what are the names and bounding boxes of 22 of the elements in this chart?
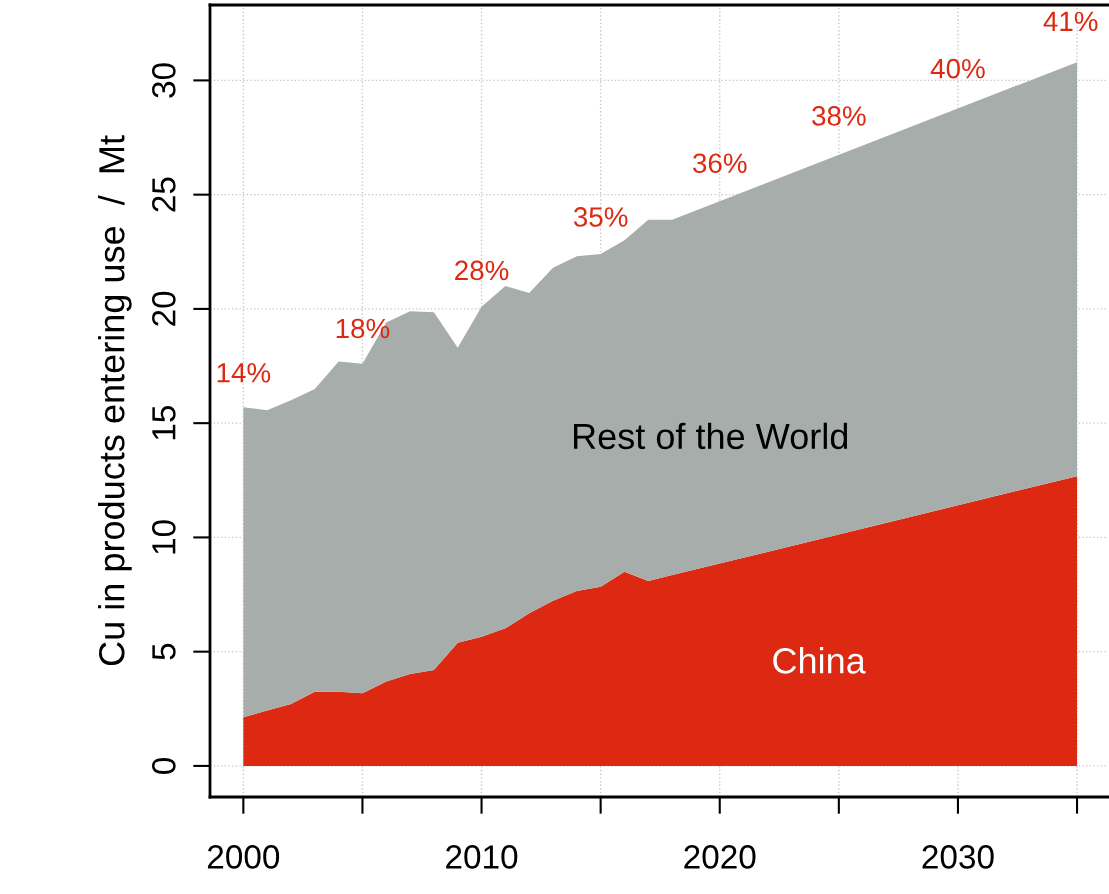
series-label: China <box>773 647 866 674</box>
annotation: 41% <box>1043 11 1098 32</box>
series-label: Rest of the World <box>574 422 848 450</box>
x-tick-label: 2000 <box>207 845 280 869</box>
y-tick-label: 20 <box>152 291 176 326</box>
y-tick-label: 25 <box>152 177 176 212</box>
x-tick-label: 2030 <box>922 845 994 869</box>
annotation: 35% <box>573 207 628 227</box>
y-tick-label: 30 <box>152 63 176 98</box>
y-tick-label: 15 <box>152 406 176 440</box>
annotation: 28% <box>455 260 509 281</box>
y-axis-title: Cu in products entering use / Mt <box>98 135 132 666</box>
x-tick-label: 2010 <box>446 845 518 869</box>
annotation: 18% <box>336 318 390 339</box>
annotation: 14% <box>217 363 271 383</box>
annotation: 38% <box>812 106 866 126</box>
x-tick-label: 2020 <box>684 845 756 869</box>
y-tick-label: 10 <box>152 520 176 554</box>
annotation: 40% <box>930 58 985 79</box>
annotation: 36% <box>693 153 747 174</box>
y-tick-label: 0 <box>152 757 176 774</box>
y-tick-label: 5 <box>152 643 176 660</box>
